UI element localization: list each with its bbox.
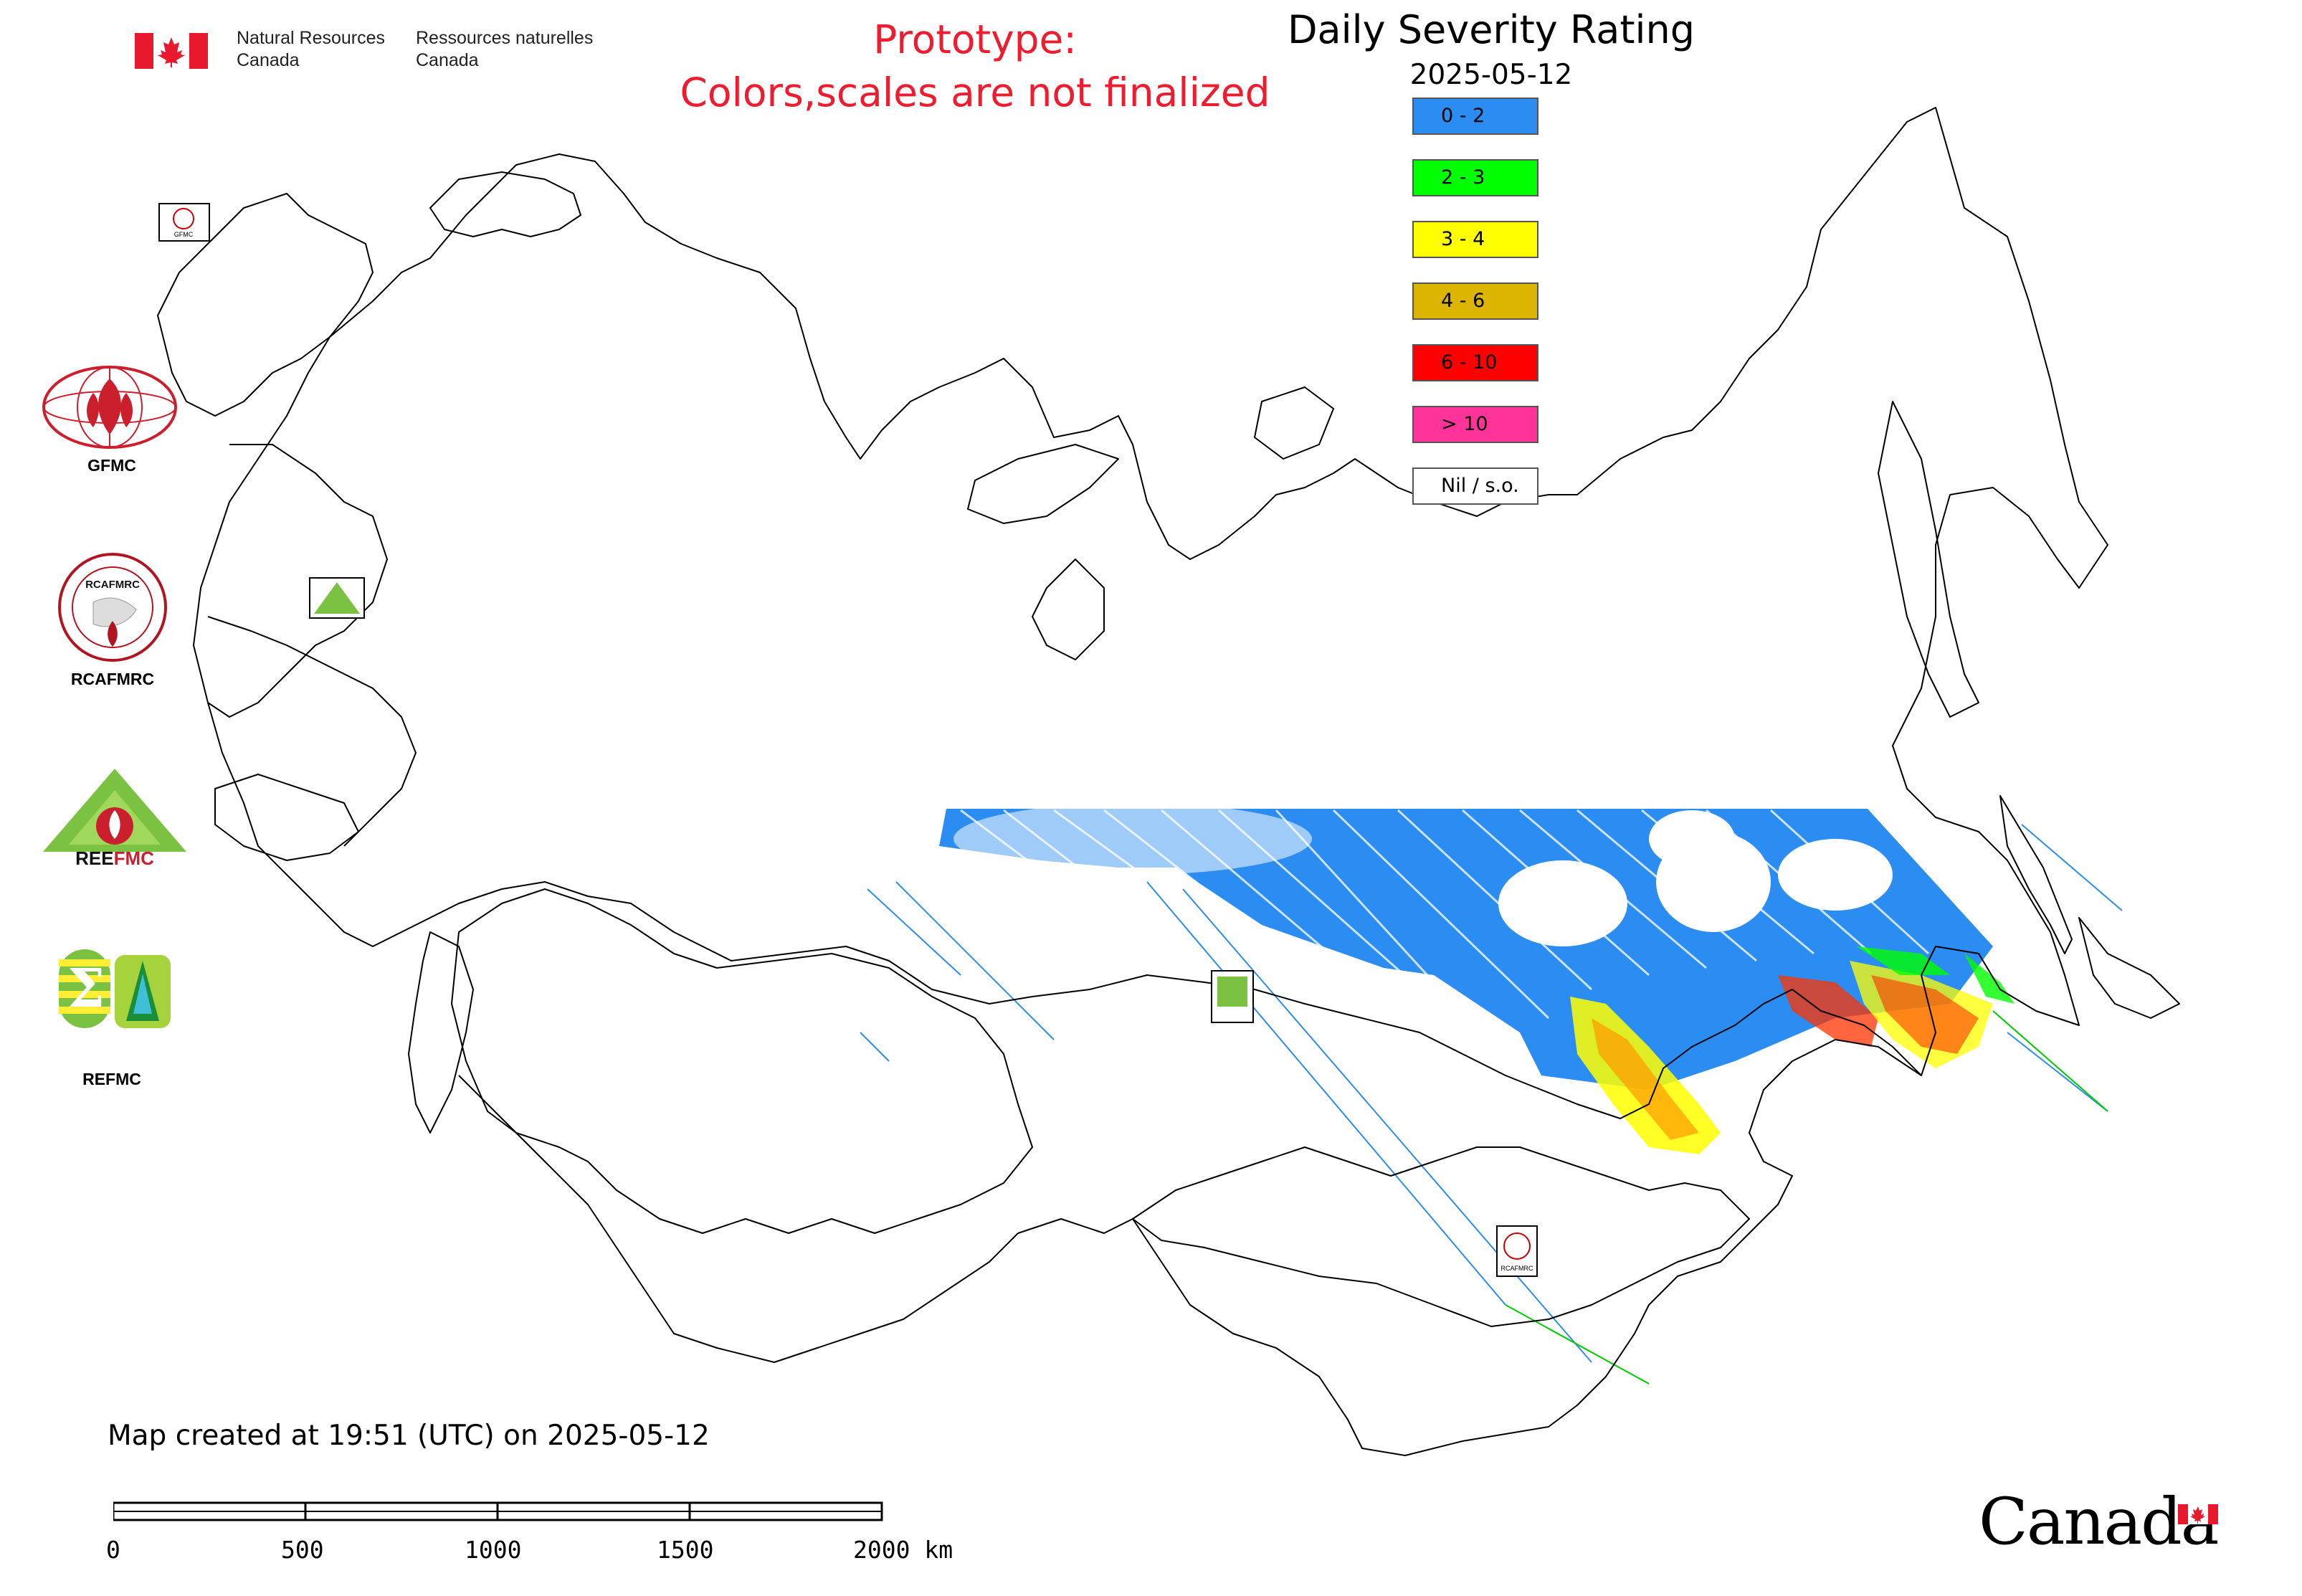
dsr-band-high [1778, 975, 1878, 1047]
china-outline [1017, 1039, 1922, 1456]
legend-item-2: 3 - 4 [1412, 221, 1538, 258]
dsr-trails [860, 824, 2123, 1363]
scale-label-2000: 2000 km [853, 1536, 953, 1564]
legend-label: Nil / s.o. [1441, 475, 1519, 497]
rcafmrc-logo-icon: RCAFMRC [58, 553, 167, 662]
scale-bar-graphic [113, 1501, 883, 1521]
department-name-en: Natural Resources Canada [237, 28, 386, 70]
map-center-markers: GFMC RCAFMRC [158, 203, 1538, 1277]
legend-label: 2 - 3 [1441, 166, 1485, 189]
legend-label: > 10 [1441, 413, 1488, 435]
caspian-sea [408, 931, 474, 1134]
marker-rcafmrc-label: RCAFMRC [1501, 1265, 1533, 1272]
black-sea [214, 774, 359, 861]
dsr-streaks [960, 809, 1930, 1070]
kamchatka-outline [1878, 401, 1979, 718]
legend-item-3: 4 - 6 [1412, 282, 1538, 320]
marker-refmc-icon [1217, 977, 1247, 1007]
legend-item-0: 0 - 2 [1412, 98, 1538, 135]
scale-bar: 0 500 1000 1500 2000 km [106, 1498, 968, 1570]
dsr-raster [860, 803, 2123, 1384]
map-created-note: Map created at 19:51 (UTC) on 2025-05-12 [108, 1420, 710, 1452]
country-boundaries [157, 107, 2180, 1456]
legend-label: 0 - 2 [1441, 105, 1485, 127]
russia-outline [193, 107, 2108, 1119]
canada-wordmark: Canada [1979, 1483, 2222, 1562]
refmc-logo-icon: Σ [59, 949, 171, 1028]
marker-gfmc [158, 203, 210, 242]
kazakhstan-outline [451, 888, 1033, 1234]
refmc-label: REFMC [82, 1070, 141, 1088]
dsr-gap [1778, 839, 1893, 911]
sakhalin-outline [1999, 795, 2073, 954]
map-date: 2025-05-12 [1409, 59, 1573, 91]
legend-item-6: Nil / s.o. [1412, 467, 1538, 505]
scale-label-500: 500 [281, 1536, 324, 1564]
marker-gfmc-label: GFMC [174, 231, 194, 238]
legend-label: 4 - 6 [1441, 290, 1485, 312]
ukraine-border [207, 616, 417, 847]
severnaya-zemlya [1254, 386, 1334, 460]
department-name-fr: Ressources naturelles Canada [416, 28, 594, 70]
gc-signature: Natural Resources Canada Ressources natu… [135, 27, 608, 77]
taymyr-coast [1032, 559, 1105, 660]
mongolia-outline [1132, 1146, 1750, 1327]
dsr-band-mid [1857, 946, 1950, 975]
prototype-notice: Prototype: Colors,scales are not finaliz… [680, 16, 1270, 115]
japan-outline [2078, 917, 2180, 1019]
reefmc-logo-icon: REEFMC [43, 769, 186, 868]
novaya-zemlya [967, 444, 1119, 524]
dsr-gap [1498, 860, 1627, 946]
gfmc-label: GFMC [87, 456, 136, 475]
dsr-gap [953, 803, 1312, 875]
dsr-trails-green [1505, 1010, 2108, 1384]
dsr-band-high [1871, 975, 1979, 1054]
dsr-band-high [1592, 1018, 1699, 1140]
marker-reefmc-icon [314, 582, 360, 614]
eastern-europe-borders [207, 444, 388, 718]
legend-item-1: 2 - 3 [1412, 159, 1538, 196]
kola-outline [429, 171, 581, 237]
canada-flag-icon [135, 33, 208, 69]
map-title: Daily Severity Rating [1287, 7, 1695, 52]
canada-wordmark-flag-icon [2178, 1504, 2218, 1524]
gfmc-logo-icon [42, 366, 177, 449]
scandinavia-outline [157, 193, 374, 417]
central-asia-outline [458, 1075, 1019, 1363]
marker-rcafmrc [1496, 1225, 1538, 1277]
legend-label: 3 - 4 [1441, 228, 1485, 250]
dsr-gap [1649, 810, 1735, 868]
scale-label-0: 0 [106, 1536, 120, 1564]
marker-rcafmrc-icon [1503, 1232, 1531, 1260]
rcafmrc-label: RCAFMRC [70, 670, 155, 688]
svg-text:Σ: Σ [67, 958, 105, 1020]
scale-label-1000: 1000 [465, 1536, 522, 1564]
legend-label: 6 - 10 [1441, 351, 1498, 374]
marker-gfmc-icon [173, 208, 194, 229]
svg-text:RCAFMRC: RCAFMRC [85, 579, 140, 591]
legend-item-5: > 10 [1412, 406, 1538, 443]
legend-item-4: 6 - 10 [1412, 344, 1538, 381]
scale-label-1500: 1500 [657, 1536, 714, 1564]
svg-text:REEFMC: REEFMC [75, 847, 154, 868]
